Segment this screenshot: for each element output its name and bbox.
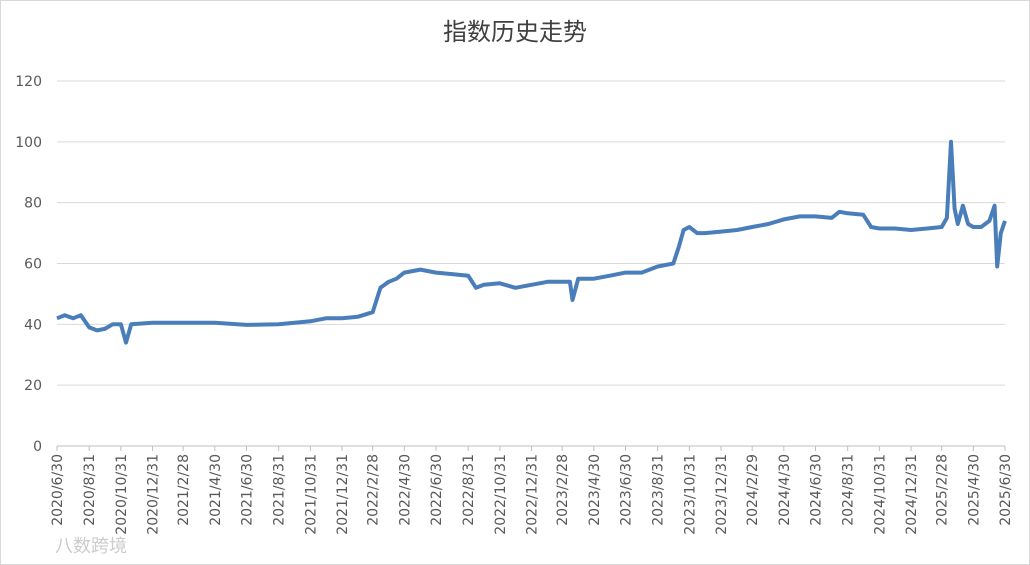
x-tick-label: 2022/2/28 — [366, 454, 382, 526]
x-tick-label: 2024/12/31 — [904, 454, 920, 535]
y-tick-label: 20 — [24, 378, 42, 394]
x-tick-label: 2020/8/31 — [82, 454, 98, 526]
x-tick-label: 2020/12/31 — [146, 454, 162, 535]
x-tick-label: 2024/2/29 — [745, 454, 761, 526]
x-tick-label: 2022/4/30 — [397, 454, 413, 526]
x-tick-label: 2025/4/30 — [966, 454, 982, 526]
x-tick-label: 2023/8/31 — [651, 454, 667, 526]
x-tick-label: 2022/6/30 — [429, 454, 445, 526]
x-tick-label: 2024/10/31 — [872, 454, 888, 535]
x-tick-label: 2022/8/31 — [461, 454, 477, 526]
x-tick-label: 2021/10/31 — [303, 454, 319, 535]
y-tick-label: 0 — [33, 439, 42, 455]
x-tick-label: 2025/2/28 — [935, 454, 951, 526]
x-tick-label: 2025/6/30 — [998, 454, 1014, 526]
x-tick-label: 2021/8/31 — [272, 454, 288, 526]
y-tick-label: 120 — [15, 74, 42, 90]
y-tick-label: 60 — [24, 257, 42, 273]
x-tick-label: 2023/2/28 — [555, 454, 571, 526]
x-tick-label: 2023/4/30 — [587, 454, 603, 526]
x-tick-label: 2024/8/31 — [841, 454, 857, 526]
x-tick-label: 2024/4/30 — [777, 454, 793, 526]
x-tick-label: 2022/12/31 — [525, 454, 541, 535]
x-tick-label: 2023/12/31 — [714, 454, 730, 535]
chart-title: 指数历史走势 — [443, 18, 587, 46]
x-tick-label: 2020/10/31 — [114, 454, 130, 535]
data-line — [56, 139, 1007, 345]
watermark: 八数跨境 — [55, 536, 127, 557]
x-tick-label: 2021/12/31 — [335, 454, 351, 535]
y-tick-label: 80 — [24, 196, 42, 212]
x-tick-label: 2023/10/31 — [682, 454, 698, 535]
x-tick-label: 2021/2/28 — [176, 454, 192, 526]
x-tick-label: 2021/4/30 — [208, 454, 224, 526]
x-tick-label: 2022/10/31 — [493, 454, 509, 535]
x-tick-label: 2024/6/30 — [809, 454, 825, 526]
x-tick-label: 2021/6/30 — [239, 454, 255, 526]
x-tick-label: 2020/6/30 — [50, 454, 66, 526]
y-tick-label: 100 — [15, 135, 42, 151]
x-tick-label: 2023/6/30 — [618, 454, 634, 526]
y-tick-label: 40 — [24, 317, 42, 333]
